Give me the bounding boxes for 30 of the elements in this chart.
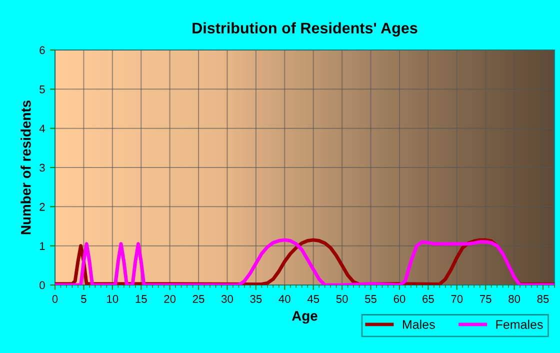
legend-label: Females — [496, 320, 543, 329]
y-tick-label: 1 — [40, 242, 45, 250]
x-tick-label: 30 — [221, 295, 233, 303]
x-tick-label: 0 — [52, 295, 58, 303]
legend-label: Males — [402, 320, 435, 329]
x-tick-label: 75 — [480, 295, 492, 303]
y-tick-label: 0 — [40, 281, 45, 290]
x-tick-label: 60 — [394, 295, 406, 303]
x-tick-label: 25 — [192, 295, 204, 303]
x-axis-title: Age — [292, 311, 318, 324]
x-tick-label: 5 — [81, 295, 86, 303]
x-tick-label: 85 — [537, 295, 549, 303]
y-tick-label: 3 — [40, 164, 45, 172]
x-tick-label: 20 — [164, 295, 176, 303]
y-tick-label: 2 — [40, 202, 45, 211]
x-tick-label: 45 — [307, 295, 320, 303]
x-tick-label: 55 — [365, 295, 376, 303]
x-tick-label: 50 — [336, 295, 348, 303]
x-tick-label: 70 — [451, 295, 463, 303]
x-tick-label: 40 — [278, 295, 290, 303]
y-tick-label: 5 — [40, 86, 45, 94]
x-tick-label: 15 — [136, 295, 147, 303]
x-tick-label: 35 — [250, 295, 262, 303]
x-tick-label: 80 — [508, 295, 520, 303]
x-tick-label: 65 — [422, 295, 434, 303]
chart-title: Distribution of Residents' Ages — [192, 22, 418, 37]
y-tick-label: 4 — [39, 124, 45, 132]
x-tick-label: 10 — [107, 295, 118, 303]
y-tick-label: 6 — [40, 46, 45, 54]
y-axis-title: Number of residents — [20, 100, 31, 234]
